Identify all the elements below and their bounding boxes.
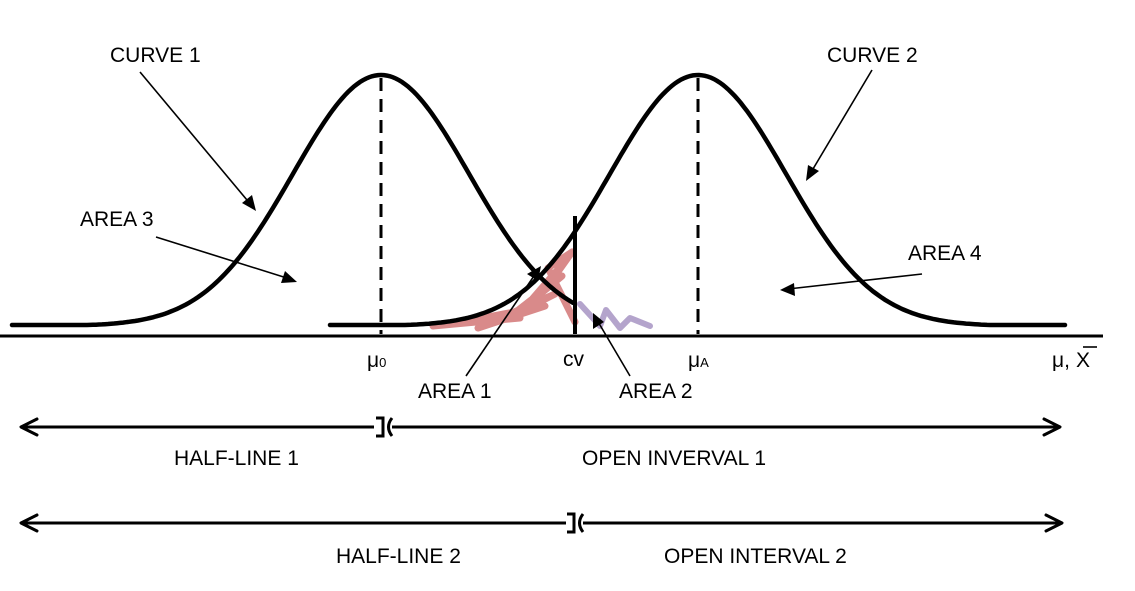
area-1-label: AREA 1 xyxy=(418,380,492,403)
half-line-2-label: HALF-LINE 2 xyxy=(336,545,461,568)
curve-2 xyxy=(327,72,1068,328)
open-interval-1 xyxy=(387,417,1062,437)
open-interval-2-label: OPEN INTERVAL 2 xyxy=(664,545,847,568)
area-2-shading xyxy=(577,301,653,331)
area-4-label: AREA 4 xyxy=(908,242,982,265)
curve-1-pointer xyxy=(139,71,256,211)
area-1-pointer xyxy=(465,266,541,377)
open-interval-2 xyxy=(578,513,1064,533)
area-2-pointer xyxy=(593,313,631,377)
axis-variable-label: μ, X xyxy=(1052,349,1090,372)
curve-1 xyxy=(9,72,576,328)
cv-tick-label: cv xyxy=(563,348,585,371)
half-line-2 xyxy=(19,512,576,534)
open-interval-1-label: OPEN INVERVAL 1 xyxy=(582,447,766,470)
curve-2-label: CURVE 2 xyxy=(827,44,918,67)
curve-2-pointer xyxy=(806,69,873,181)
half-line-1-label: HALF-LINE 1 xyxy=(174,447,299,470)
area-3-label: AREA 3 xyxy=(80,208,154,231)
area-4-pointer xyxy=(780,273,923,296)
half-line-1 xyxy=(19,416,385,438)
mu0-tick-label: μ0 xyxy=(367,349,386,372)
muA-tick-label: μA xyxy=(688,349,709,372)
area-1-shading xyxy=(429,248,579,332)
area-3-pointer xyxy=(155,236,297,283)
area-2-label: AREA 2 xyxy=(619,380,693,403)
curve-1-label: CURVE 1 xyxy=(110,44,201,67)
